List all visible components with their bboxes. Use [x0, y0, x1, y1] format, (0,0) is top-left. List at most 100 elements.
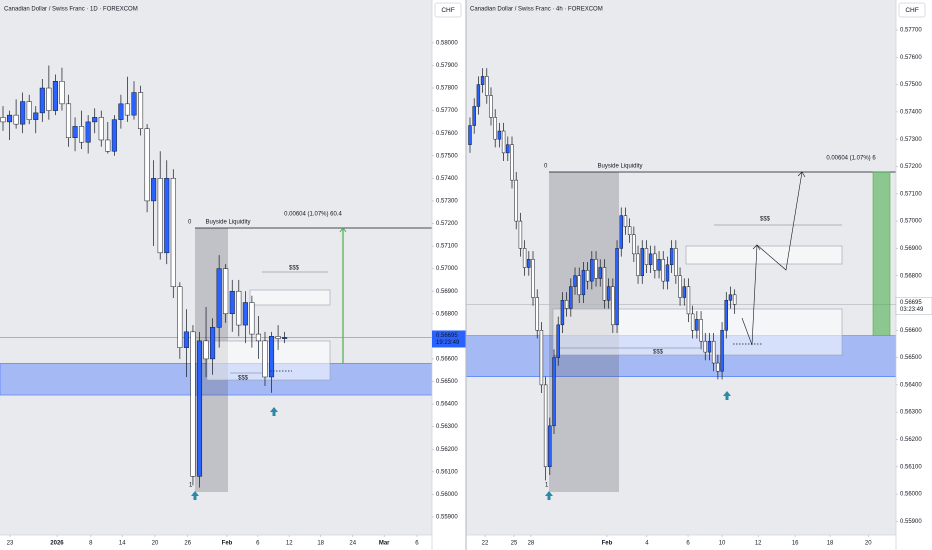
y-tick-label: 0.56600 — [900, 328, 922, 334]
candle-body — [52, 81, 58, 111]
y-tick-label: 0.56100 — [900, 464, 922, 470]
candle-body — [686, 286, 691, 315]
y-tick-label: 0.57000 — [436, 266, 458, 272]
candle-body — [468, 125, 472, 145]
candle-body — [203, 340, 209, 360]
candle-body — [124, 103, 130, 116]
candle-body — [577, 275, 581, 296]
measure-box — [872, 171, 891, 337]
liquidity-mark: $$$ — [238, 376, 249, 382]
candle-body — [268, 336, 275, 378]
plot-area — [466, 0, 896, 535]
y-tick-label: 0.57800 — [436, 86, 458, 92]
candle-body — [711, 340, 716, 364]
y-tick-label: 0.56200 — [436, 447, 458, 453]
projection-arrow — [752, 244, 761, 251]
y-tick-label: 0.56400 — [900, 382, 922, 388]
candle-body — [501, 130, 506, 154]
candle-body — [506, 144, 510, 154]
candle-body — [522, 248, 527, 268]
chart-title: Canadian Dollar / Swiss Franc · 1D · FOR… — [4, 7, 138, 13]
candle-body — [164, 178, 170, 254]
liquidity-mark: $$$ — [289, 266, 300, 272]
countdown-label: 03:23:49 — [900, 307, 924, 313]
candle-body — [598, 267, 602, 279]
x-tick-label: 18 — [317, 541, 324, 547]
currency-box — [898, 2, 926, 18]
y-tick-label: 0.57100 — [900, 191, 922, 197]
measure-label: 0.00604 (1.07%) 60.4 — [284, 212, 342, 218]
currency-label: CHF — [905, 7, 918, 14]
candle-body — [678, 275, 682, 298]
candle-body — [59, 81, 65, 105]
x-tick-label: 20 — [865, 541, 872, 547]
candle-body — [581, 269, 586, 296]
plot: Buyside Liquidity 0 1 $$$ $$$ 0.00604 (1.07%)… — [466, 68, 896, 500]
x-tick-label: 23 — [7, 541, 14, 547]
candle-body — [105, 139, 111, 152]
measure-label: 0.00604 (1.07%) 6 — [826, 156, 876, 162]
y-tick-label: 0.56400 — [436, 402, 458, 408]
candle-body — [216, 268, 222, 328]
candle-body — [518, 220, 523, 249]
candle-body — [476, 84, 481, 107]
y-tick-label: 0.57400 — [900, 109, 922, 115]
candle-body — [472, 106, 476, 126]
candle-body — [653, 253, 657, 271]
y-tick-label: 0.56000 — [436, 492, 458, 498]
plot: Buyside Liquidity 0 1 $$$ $$$ 0.00604 (1.07%)… — [0, 65, 432, 500]
candle-body — [210, 327, 216, 360]
fib-label: 0 — [188, 220, 192, 226]
candle-body — [669, 248, 674, 266]
y-tick-label: 0.57600 — [900, 55, 922, 61]
liquidity-label: Buyside Liquidity — [597, 164, 642, 170]
candle-body — [190, 331, 196, 477]
candle-body — [531, 259, 535, 298]
candle-body — [177, 286, 183, 348]
candle-body — [648, 253, 653, 266]
candle-body — [111, 119, 117, 152]
last-price-tag — [895, 297, 932, 315]
candle-body — [20, 101, 26, 125]
y-tick-label: 0.57100 — [436, 244, 458, 250]
x-tick-label: 10 — [719, 541, 726, 547]
y-tick-label: 0.56900 — [436, 289, 458, 295]
candle-body — [249, 302, 255, 335]
candle-body — [564, 300, 569, 309]
y-tick-label: 0.56800 — [436, 311, 458, 317]
currency-box — [434, 2, 462, 18]
candle-body — [527, 259, 531, 268]
candle-body — [569, 286, 573, 309]
candle-body — [636, 253, 640, 276]
candle-body — [695, 319, 699, 331]
x-tick-label: 18 — [827, 541, 834, 547]
candle-body — [497, 130, 502, 140]
candle-body — [255, 333, 261, 342]
candle-body — [619, 215, 623, 249]
candle-body — [611, 286, 615, 326]
x-tick-label: Feb — [602, 541, 613, 547]
candle-body — [282, 337, 288, 339]
y-tick-label: 0.57300 — [900, 137, 922, 143]
signal-arrow — [723, 391, 731, 400]
candle-body — [98, 117, 104, 141]
candle-body — [644, 248, 649, 266]
candle-body — [699, 319, 703, 342]
candle-body — [720, 330, 724, 372]
candle-body — [573, 275, 577, 287]
y-tick-label: 0.57300 — [436, 198, 458, 204]
candle-body — [623, 215, 628, 227]
x-tick-label: 6 — [686, 541, 690, 547]
x-tick-label: 26 — [184, 541, 191, 547]
candle-body — [39, 87, 45, 114]
projection-arrow — [797, 171, 806, 178]
candle-body — [535, 297, 539, 331]
candle-body — [552, 357, 556, 427]
candle-body — [615, 248, 619, 326]
candle-body — [7, 114, 13, 123]
last-price-label: 0.56695 — [436, 333, 458, 339]
plot-area — [0, 0, 432, 535]
y-tick-label: 0.57700 — [436, 108, 458, 114]
chart-panel: Buyside Liquidity 0 1 $$$ $$$ 0.00604 (1.07%)… — [466, 0, 932, 550]
